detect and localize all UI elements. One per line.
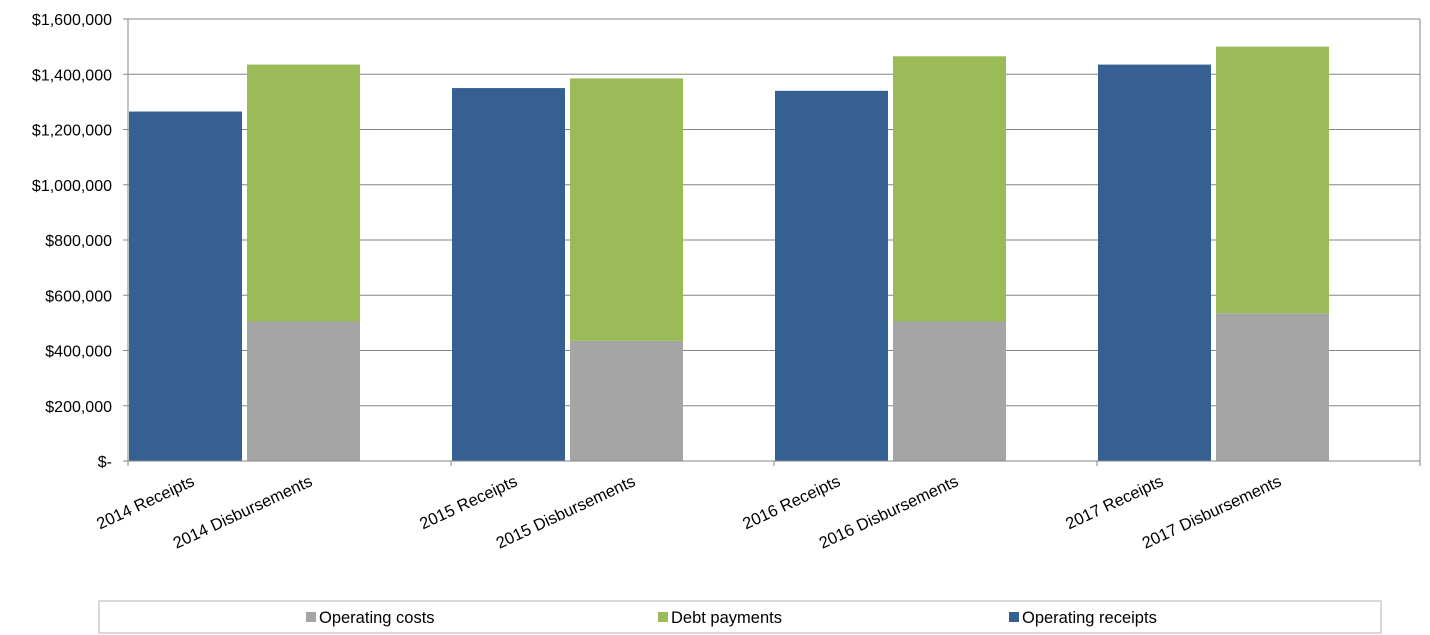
legend-swatch [658, 612, 668, 622]
legend: Operating costs Debt payments Operating re… [98, 600, 1382, 634]
y-tick-label: $600,000 [45, 288, 112, 305]
y-tick-label: $400,000 [45, 344, 112, 361]
legend-label: Operating costs [319, 609, 435, 627]
bar-operating-costs [247, 321, 360, 461]
bar-operating-receipts [775, 90, 888, 461]
y-axis-tick-labels: $- $200,000 $400,000 $600,000 $800,000 $1,000… [32, 12, 128, 471]
bar-debt-payments [247, 64, 360, 322]
y-tick-label: $1,400,000 [32, 67, 112, 84]
y-tick-label: $200,000 [45, 399, 112, 416]
bar-debt-payments [893, 56, 1006, 322]
y-tick-label: $1,000,000 [32, 178, 112, 195]
y-tick-label: $1,200,000 [32, 123, 112, 140]
legend-label: Debt payments [671, 609, 782, 627]
x-category-label: 2015 Receipts [417, 472, 520, 533]
legend-swatch [306, 612, 316, 622]
bar-operating-receipts [1098, 64, 1211, 462]
y-tick-label: $- [98, 454, 112, 471]
bar-debt-payments [570, 78, 683, 341]
y-tick-label: $800,000 [45, 233, 112, 250]
bar-operating-costs [1216, 313, 1329, 461]
x-category-label: 2016 Receipts [740, 472, 843, 533]
bar-operating-receipts [129, 111, 242, 461]
bar-debt-payments [1216, 46, 1329, 314]
x-category-label: 2017 Receipts [1063, 472, 1166, 533]
legend-label: Operating receipts [1022, 609, 1157, 627]
x-category-label: 2014 Receipts [94, 472, 197, 533]
legend-swatch [1009, 612, 1019, 622]
bars [129, 46, 1329, 462]
bar-operating-receipts [452, 88, 565, 461]
bar-operating-costs [893, 321, 1006, 461]
bar-operating-costs [570, 340, 683, 461]
y-tick-label: $1,600,000 [32, 12, 112, 29]
